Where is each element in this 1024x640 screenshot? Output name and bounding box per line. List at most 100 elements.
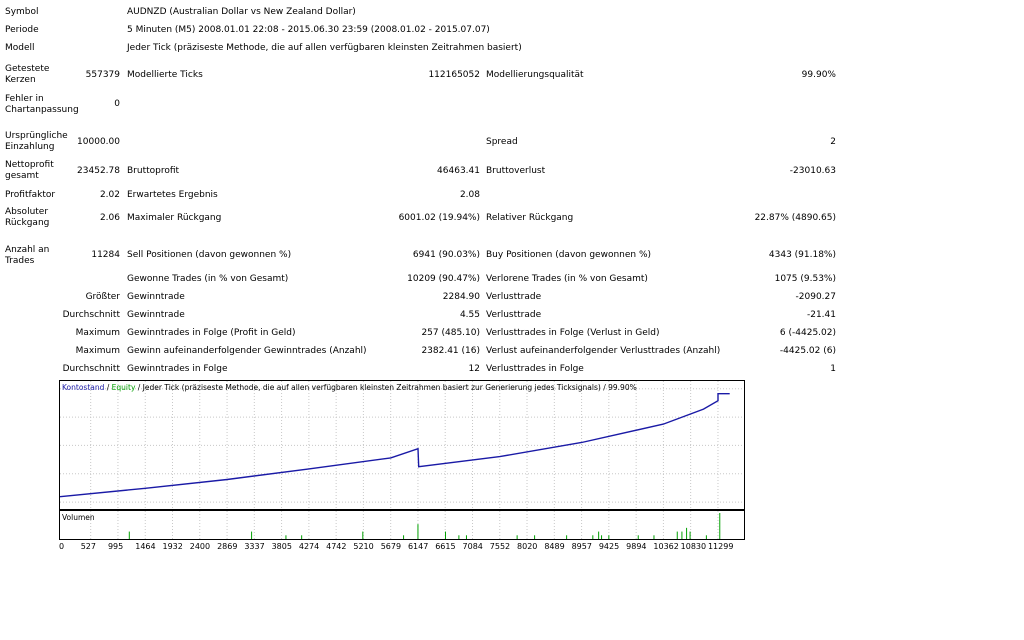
- x-tick-label: 6615: [435, 542, 456, 551]
- absdd-label: Absoluter Rückgang: [5, 207, 50, 228]
- max-consec-profit-value: 2382.41 (16): [421, 346, 480, 356]
- x-tick-label: 7552: [489, 542, 511, 551]
- x-tick-label: 5679: [380, 542, 402, 551]
- x-tick-label: 4742: [326, 542, 347, 551]
- bars-label: Getestete Kerzen: [5, 64, 50, 85]
- ticks-value: 112165052: [428, 70, 480, 80]
- lost-label: Verlorene Trades (in % von Gesamt): [486, 274, 648, 284]
- x-tick-label: 2400: [189, 542, 211, 551]
- largest-win-value: 2284.90: [442, 292, 480, 302]
- chart-legend: Kontostand / Equity / Jeder Tick (präzis…: [62, 383, 637, 392]
- maximum-prefix-2: Maximum: [75, 346, 120, 356]
- ticks-label: Modellierte Ticks: [127, 70, 203, 80]
- avg-consec-wins-label: Gewinntrades in Folge: [127, 364, 228, 374]
- maximum-prefix: Maximum: [75, 328, 120, 338]
- pf-value: 2.02: [99, 190, 120, 200]
- reldd-value: 22.87% (4890.65): [754, 213, 836, 223]
- spread-value: 2: [830, 137, 836, 147]
- trades-value: 11284: [91, 250, 120, 260]
- x-tick-label: 7084: [462, 542, 483, 551]
- x-tick-label: 5210: [353, 542, 374, 551]
- average-prefix: Durchschnitt: [62, 310, 120, 320]
- errors-value: 0: [114, 99, 120, 109]
- deposit-value: 10000.00: [77, 137, 120, 147]
- grossprofit-label: Bruttoprofit: [127, 166, 180, 176]
- avg-win-label: Gewinntrade: [127, 310, 185, 320]
- model-label: Modell: [5, 43, 35, 53]
- expected-label: Erwartetes Ergebnis: [127, 190, 218, 200]
- x-tick-label: 9894: [626, 542, 647, 551]
- grossloss-value: -23010.63: [789, 166, 836, 176]
- avg-consec-losses-value: 1: [830, 364, 836, 374]
- legend-equity: Equity: [112, 383, 136, 392]
- x-tick-label: 995: [107, 542, 124, 551]
- won-label: Gewonne Trades (in % von Gesamt): [127, 274, 289, 284]
- x-tick-label: 3805: [271, 542, 292, 551]
- average-prefix-2: Durchschnitt: [62, 364, 120, 374]
- max-consec-profit-label: Gewinn aufeinanderfolgender Gewinntrades…: [127, 346, 367, 356]
- balance-series-line: [59, 392, 730, 498]
- deposit-label: Ursprüngliche Einzahlung: [5, 131, 68, 152]
- volume-label: Volumen: [62, 513, 95, 522]
- largest-loss-value: -2090.27: [795, 292, 836, 302]
- avg-loss-value: -21.41: [806, 310, 836, 320]
- max-consec-losses-label: Verlusttrades in Folge (Verlust in Geld): [486, 328, 660, 338]
- balance-chart: Kontostand / Equity / Jeder Tick (präzis…: [59, 380, 745, 540]
- buy-label: Buy Positionen (davon gewonnen %): [486, 250, 652, 260]
- x-tick-label: 6147: [407, 542, 429, 551]
- x-tick-label: 2869: [217, 542, 238, 551]
- x-tick-label: 527: [80, 542, 96, 551]
- netprofit-value: 23452.78: [77, 166, 120, 176]
- volume-plot-frame: [59, 510, 745, 540]
- reldd-label: Relativer Rückgang: [486, 213, 574, 223]
- sell-value: 6941 (90.03%): [412, 250, 480, 260]
- errors-label: Fehler in Chartanpassung: [5, 94, 79, 115]
- x-tick-label: 8957: [571, 542, 592, 551]
- buy-value: 4343 (91.18%): [768, 250, 836, 260]
- max-consec-wins-label: Gewinntrades in Folge (Profit in Geld): [127, 328, 296, 338]
- legend-balance: Kontostand: [62, 383, 105, 392]
- pf-label: Profitfaktor: [5, 190, 56, 200]
- maxdd-value: 6001.02 (19.94%): [398, 213, 480, 223]
- largest-loss-label: Verlusttrade: [486, 292, 542, 302]
- model-value: Jeder Tick (präziseste Methode, die auf …: [127, 43, 522, 53]
- maxdd-label: Maximaler Rückgang: [127, 213, 222, 223]
- quality-label: Modellierungsqualität: [486, 70, 584, 80]
- spread-label: Spread: [486, 137, 518, 147]
- max-consec-loss-value: -4425.02 (6): [779, 346, 836, 356]
- avg-consec-losses-label: Verlusttrades in Folge: [486, 364, 584, 374]
- x-tick-label: 10830: [680, 542, 707, 551]
- largest-win-label: Gewinntrade: [127, 292, 185, 302]
- max-consec-loss-label: Verlust aufeinanderfolgender Verlusttrad…: [486, 346, 721, 356]
- max-consec-losses-value: 6 (-4425.02): [779, 328, 836, 338]
- bars-value: 557379: [85, 70, 120, 80]
- x-tick-label: 3337: [244, 542, 265, 551]
- avg-loss-label: Verlusttrade: [486, 310, 542, 320]
- symbol-label: Symbol: [5, 7, 39, 17]
- x-axis: 0 527 995 1464 1932 2400 2869 3337 3805 4274 4742 5…: [59, 541, 745, 553]
- netprofit-label: Nettoprofit gesamt: [5, 160, 54, 181]
- expected-value: 2.08: [459, 190, 480, 200]
- avg-win-value: 4.55: [459, 310, 480, 320]
- trades-label: Anzahl an Trades: [5, 245, 50, 266]
- legend-separator: /: [104, 383, 111, 392]
- x-tick-label: 8020: [517, 542, 538, 551]
- x-tick-label: 8489: [544, 542, 565, 551]
- grossprofit-value: 46463.41: [437, 166, 480, 176]
- quality-value: 99.90%: [801, 70, 836, 80]
- x-tick-label: 0: [59, 542, 65, 551]
- largest-prefix: Größter: [85, 292, 120, 302]
- max-consec-wins-value: 257 (485.10): [421, 328, 480, 338]
- won-value: 10209 (90.47%): [407, 274, 480, 284]
- x-tick-label: 11299: [707, 542, 734, 551]
- absdd-value: 2.06: [99, 213, 120, 223]
- avg-consec-wins-value: 12: [468, 364, 480, 374]
- x-tick-label: 4274: [298, 542, 320, 551]
- period-value: 5 Minuten (M5) 2008.01.01 22:08 - 2015.0…: [127, 25, 490, 35]
- legend-description: / Jeder Tick (präziseste Methode, die au…: [135, 383, 636, 392]
- x-tick-label: 1932: [162, 542, 183, 551]
- sell-label: Sell Positionen (davon gewonnen %): [127, 250, 292, 260]
- x-tick-label: 1464: [135, 542, 156, 551]
- grossloss-label: Bruttoverlust: [486, 166, 546, 176]
- period-label: Periode: [5, 25, 39, 35]
